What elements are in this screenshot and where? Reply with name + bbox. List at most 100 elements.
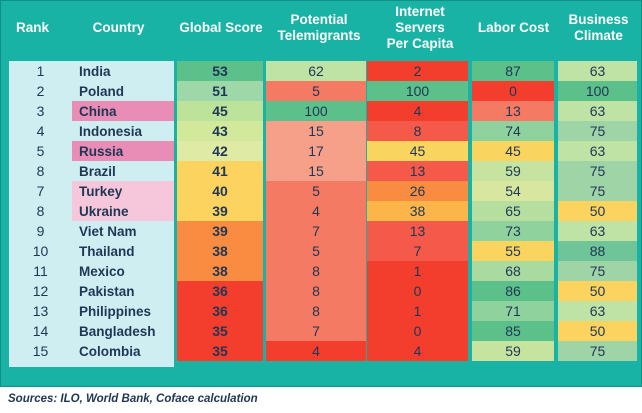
column-header: Internet Servers Per Capita bbox=[386, 4, 454, 51]
score-cell: 0 bbox=[367, 281, 468, 301]
rank-cell: 12 bbox=[32, 283, 49, 299]
rank-cell: 9 bbox=[36, 223, 45, 239]
score-cell: 100 bbox=[367, 81, 468, 101]
score-cell: 88 bbox=[558, 241, 637, 261]
score-cell: 8 bbox=[266, 281, 366, 301]
score-cell: 0 bbox=[472, 81, 554, 101]
rank-cell: 10 bbox=[32, 243, 49, 259]
score-cell: 38 bbox=[177, 261, 263, 281]
score-cell: 4 bbox=[367, 101, 468, 121]
score-cell: 36 bbox=[177, 301, 263, 321]
score-cell: 4 bbox=[266, 201, 366, 221]
rank-cell: 4 bbox=[36, 123, 45, 139]
table-frame: Rank Country Global Score Potential Telemig… bbox=[0, 0, 642, 387]
country-cell: Brazil bbox=[79, 163, 116, 179]
score-cell: 63 bbox=[558, 101, 637, 121]
score-cell: 59 bbox=[472, 161, 554, 181]
score-cell: 5 bbox=[266, 181, 366, 201]
score-cell: 100 bbox=[558, 81, 637, 101]
score-cell: 13 bbox=[367, 221, 468, 241]
rank-cell: 11 bbox=[33, 263, 48, 279]
score-cell: 1 bbox=[367, 261, 468, 281]
score-cell: 75 bbox=[558, 161, 637, 181]
column-header: Global Score bbox=[179, 20, 263, 35]
score-cell: 0 bbox=[367, 321, 468, 341]
rank-cell: 5 bbox=[36, 143, 45, 159]
score-cell: 15 bbox=[266, 121, 366, 141]
score-cell: 50 bbox=[558, 201, 637, 221]
score-cell: 63 bbox=[558, 221, 637, 241]
score-cell: 63 bbox=[558, 141, 637, 161]
score-cell: 50 bbox=[558, 321, 637, 341]
score-cell: 75 bbox=[558, 181, 637, 201]
score-cell: 5 bbox=[266, 81, 366, 101]
score-cell: 38 bbox=[177, 241, 263, 261]
column-header: Business Climate bbox=[568, 12, 629, 43]
score-cell: 8 bbox=[266, 301, 366, 321]
country-cell: Colombia bbox=[79, 343, 141, 359]
score-cell: 62 bbox=[266, 61, 366, 81]
country-cell-highlighted: Ukraine bbox=[72, 201, 174, 221]
score-cell: 7 bbox=[367, 241, 468, 261]
score-cell: 41 bbox=[177, 161, 263, 181]
rank-cell: 2 bbox=[36, 83, 45, 99]
country-cell: India bbox=[79, 63, 111, 79]
rank-cell: 13 bbox=[32, 303, 49, 319]
country-cell: Thailand bbox=[79, 243, 135, 259]
table-header: Rank Country Global Score Potential Telemig… bbox=[1, 1, 641, 55]
score-cell: 35 bbox=[177, 341, 263, 361]
score-cell: 68 bbox=[472, 261, 554, 281]
score-cell: 4 bbox=[266, 341, 366, 361]
score-cell: 45 bbox=[472, 141, 554, 161]
score-cell: 43 bbox=[177, 121, 263, 141]
country-cell: Philippines bbox=[79, 303, 152, 319]
score-cell: 39 bbox=[177, 201, 263, 221]
score-cell: 2 bbox=[367, 61, 468, 81]
score-cell: 39 bbox=[177, 221, 263, 241]
score-cell: 65 bbox=[472, 201, 554, 221]
score-cell: 17 bbox=[266, 141, 366, 161]
country-cell-highlighted: Russia bbox=[72, 141, 174, 161]
score-cell: 73 bbox=[472, 221, 554, 241]
score-cell: 1 bbox=[367, 301, 468, 321]
score-cell: 4 bbox=[367, 341, 468, 361]
rank-cell: 8 bbox=[36, 203, 45, 219]
score-cell: 75 bbox=[558, 121, 637, 141]
score-cell: 42 bbox=[177, 141, 263, 161]
country-cell: Indonesia bbox=[79, 123, 143, 139]
score-cell: 55 bbox=[472, 241, 554, 261]
score-cell: 5 bbox=[266, 241, 366, 261]
rank-cell: 8 bbox=[36, 163, 45, 179]
score-cell: 85 bbox=[472, 321, 554, 341]
score-cell: 35 bbox=[177, 321, 263, 341]
score-cell: 51 bbox=[177, 81, 263, 101]
score-cell: 13 bbox=[472, 101, 554, 121]
score-cell: 8 bbox=[266, 261, 366, 281]
score-cell: 63 bbox=[558, 61, 637, 81]
rank-column-background bbox=[9, 61, 72, 367]
country-cell: Pakistan bbox=[79, 283, 135, 299]
column-header: Labor Cost bbox=[477, 20, 550, 35]
score-cell: 75 bbox=[558, 261, 637, 281]
score-cell: 38 bbox=[367, 201, 468, 221]
rank-cell: 1 bbox=[36, 63, 45, 79]
country-cell: Mexico bbox=[79, 263, 125, 279]
rank-cell: 14 bbox=[32, 323, 49, 339]
source-note: Sources: ILO, World Bank, Coface calcula… bbox=[8, 393, 258, 405]
country-cell: Poland bbox=[79, 83, 125, 99]
score-cell: 8 bbox=[367, 121, 468, 141]
score-cell: 15 bbox=[266, 161, 366, 181]
rank-cell: 3 bbox=[36, 103, 45, 119]
score-cell: 87 bbox=[472, 61, 554, 81]
column-header: Country bbox=[92, 20, 145, 35]
score-cell: 86 bbox=[472, 281, 554, 301]
score-cell: 7 bbox=[266, 221, 366, 241]
score-cell: 45 bbox=[177, 101, 263, 121]
rank-cell: 7 bbox=[36, 183, 45, 199]
score-cell: 53 bbox=[177, 61, 263, 81]
score-cell: 40 bbox=[177, 181, 263, 201]
score-cell: 74 bbox=[472, 121, 554, 141]
score-cell: 75 bbox=[558, 341, 637, 361]
score-cell: 63 bbox=[558, 301, 637, 321]
country-cell-highlighted: Turkey bbox=[72, 181, 174, 201]
